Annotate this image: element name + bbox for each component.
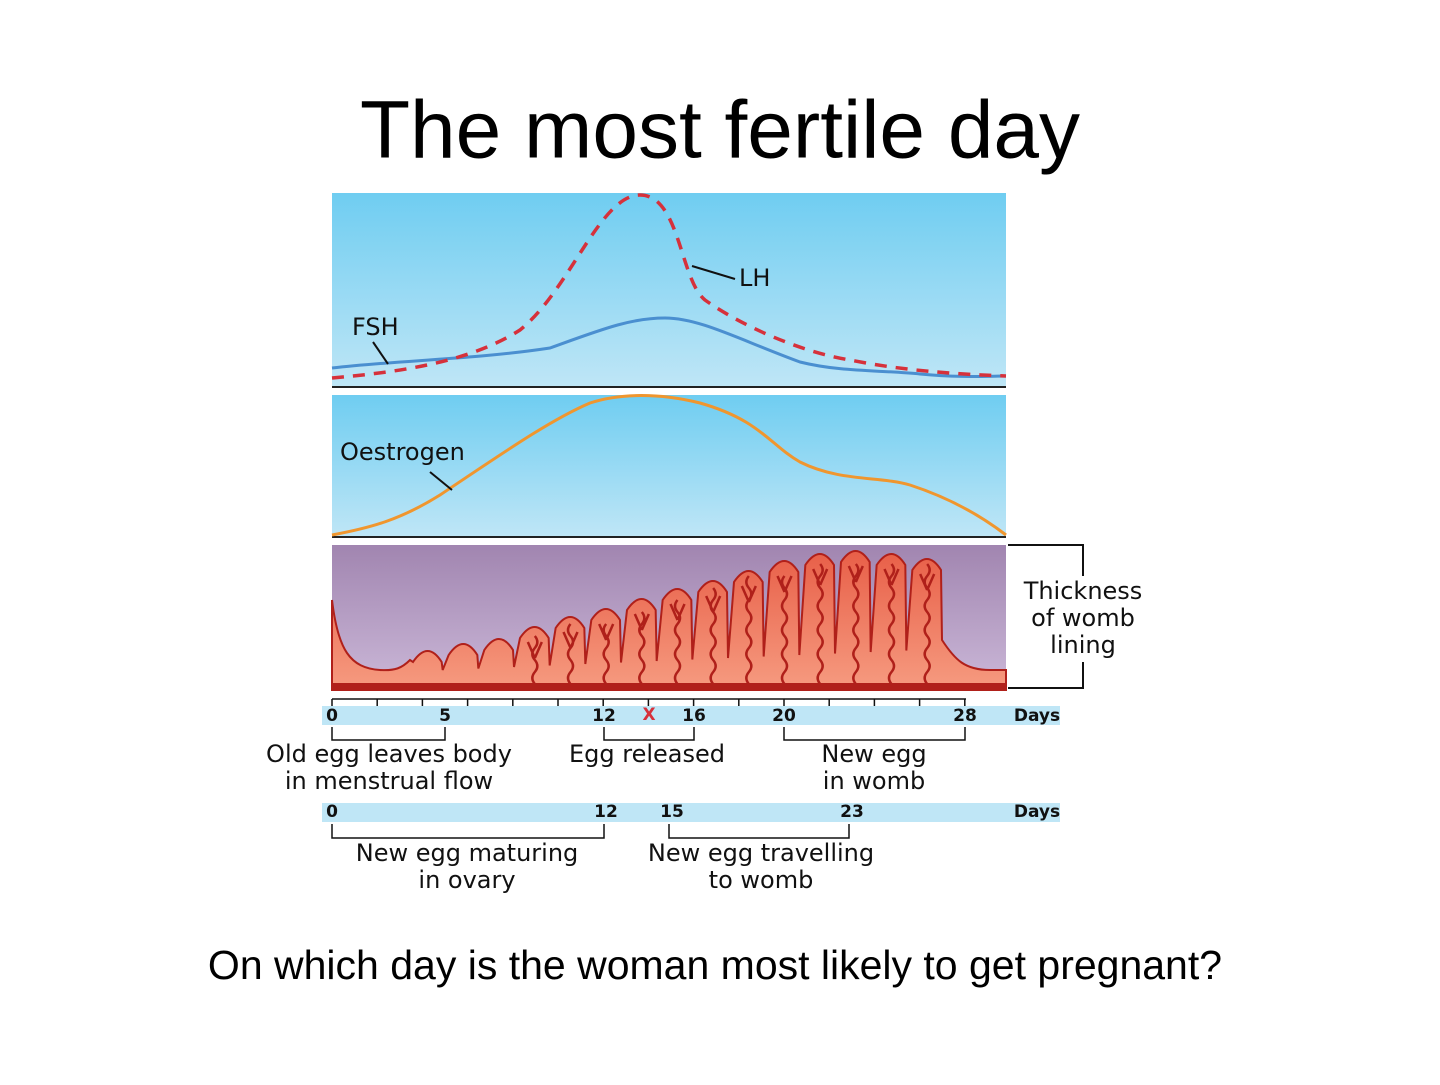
day-label: 16 [682, 706, 706, 726]
ovulation-mark: X [642, 705, 655, 725]
period-label: New egg travelling [648, 839, 874, 867]
vessel [740, 575, 757, 685]
day-label: 0 [326, 802, 338, 822]
period-label: in ovary [418, 866, 515, 894]
day-label: 15 [660, 802, 684, 822]
label-bg [1013, 576, 1153, 662]
day-label: 5 [439, 706, 451, 726]
lh-label: LH [739, 264, 770, 292]
title: The most fertile day [360, 85, 1080, 176]
womb-base [332, 683, 1006, 690]
vessel [633, 611, 650, 685]
lining-label: of womb [1031, 604, 1135, 632]
oestrogen-panel [332, 395, 1006, 537]
vessel [705, 587, 722, 685]
period-label: to womb [709, 866, 814, 894]
bracket [331, 727, 966, 741]
timeline [322, 706, 1060, 725]
vessel [598, 623, 615, 685]
pointer [429, 471, 453, 491]
unit-label: Days [1014, 706, 1060, 726]
lh-curve [331, 193, 1007, 380]
timeline [322, 803, 1060, 822]
pointer [372, 341, 389, 365]
hormone-panel [332, 193, 1006, 387]
day-label: 28 [953, 706, 977, 726]
vessel [919, 563, 936, 685]
question: On which day is the woman most likely to… [208, 942, 1222, 988]
oestrogen-curve [331, 394, 1007, 537]
vessel [669, 599, 686, 685]
lining-label: lining [1050, 631, 1116, 659]
day-label: 23 [840, 802, 864, 822]
fsh-curve [331, 316, 1007, 378]
period-label: New egg [821, 740, 926, 768]
vessel [847, 563, 864, 685]
vessel [776, 575, 793, 685]
vessel [812, 563, 829, 685]
pointer [691, 265, 736, 280]
bracket [331, 824, 850, 839]
vessel [883, 563, 900, 685]
period-label: in menstrual flow [285, 767, 493, 795]
oestrogen-label: Oestrogen [340, 438, 465, 466]
day-label: 12 [594, 802, 618, 822]
vessel [526, 635, 543, 685]
fsh-label: FSH [352, 313, 399, 341]
period-label: Old egg leaves body [266, 740, 512, 768]
period-label: Egg released [569, 740, 725, 768]
day-label: 20 [772, 706, 796, 726]
vessel [562, 623, 579, 685]
day-label: 12 [592, 706, 616, 726]
unit-label: Days [1014, 802, 1060, 822]
period-label: New egg maturing [356, 839, 579, 867]
period-label: in womb [823, 767, 925, 795]
lining-label: Thickness [1023, 577, 1143, 605]
womb-lining [331, 550, 1007, 691]
day-label: 0 [326, 706, 338, 726]
